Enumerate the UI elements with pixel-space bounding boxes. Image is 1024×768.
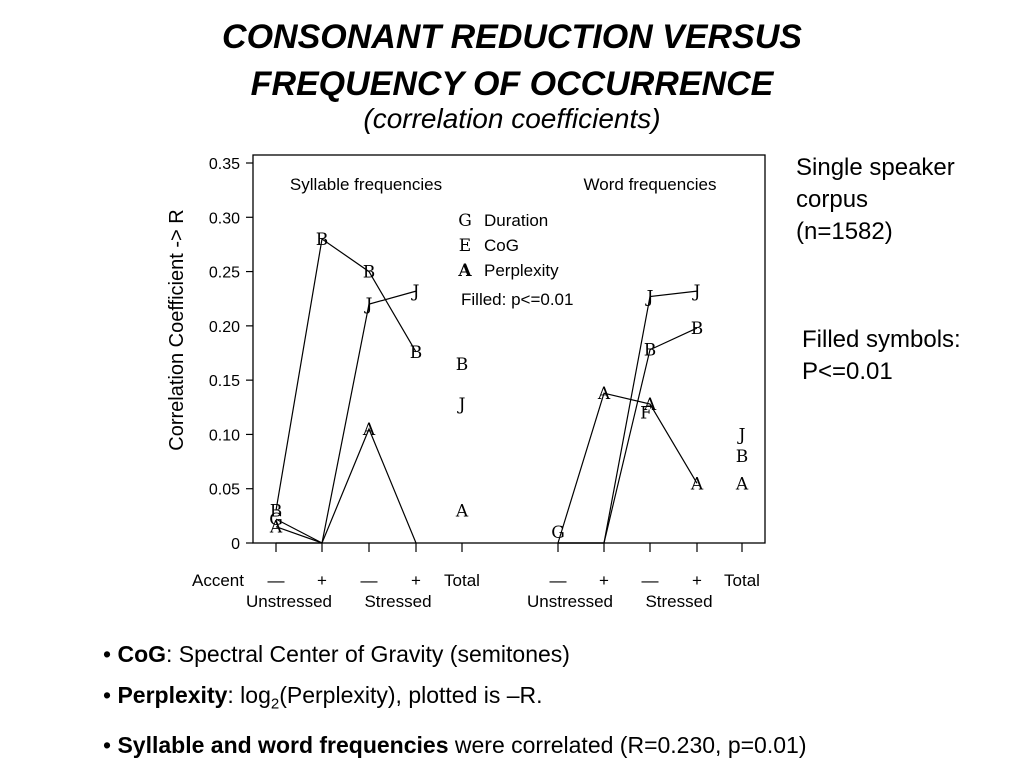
y-tick-label: 0.10 <box>209 427 240 444</box>
note-term: CoG <box>117 641 167 667</box>
legend: G Duration E CoG A Perplexity Filled: p<… <box>457 211 573 309</box>
corpus-note: Single speaker corpus (n=1582) <box>796 152 955 248</box>
title-line-1: CONSONANT REDUCTION VERSUS <box>222 18 802 56</box>
y-tick-label: 0.25 <box>209 265 240 282</box>
x-tick-label: — <box>268 571 285 590</box>
plot-frame <box>252 154 766 544</box>
total-word-J: J <box>737 425 746 445</box>
filled-note-line: P<=0.01 <box>802 358 893 385</box>
note-perplexity: • Perplexity: log2(Perplexity), plotted … <box>103 682 543 713</box>
series-word-J-marker: J <box>645 288 654 308</box>
series-syllable-J-marker: J <box>364 295 373 315</box>
note-subscript: 2 <box>270 695 280 713</box>
series-word-J-marker: J <box>692 282 701 302</box>
series-syllable-J-marker: J <box>411 282 420 302</box>
x-tick-label: + <box>411 571 421 590</box>
series-word-J-line <box>558 290 698 544</box>
series-word-A-line <box>557 392 698 544</box>
series-syllable-A-marker: A <box>362 420 376 440</box>
series-word-A-marker: A <box>690 474 704 494</box>
x-axis: — + — + Total — + — + Total <box>268 543 760 590</box>
y-tick-label: 0 <box>231 536 240 553</box>
series-word-A-marker: A <box>643 395 657 415</box>
note-term: Syllable and word frequencies <box>117 731 449 758</box>
series-syllable-B-line <box>275 237 417 511</box>
note-text: (Perplexity), plotted is –R. <box>279 682 543 708</box>
filled-symbols-note: Filled symbols: P<=0.01 <box>802 324 961 388</box>
x-tick-label: — <box>361 571 378 590</box>
x-tick-label: Total <box>724 571 760 590</box>
y-tick-label: 0.20 <box>209 319 240 336</box>
x-tick-label: — <box>642 571 659 590</box>
series-lines <box>275 237 698 544</box>
group-label: Stressed <box>364 592 431 611</box>
series-syllable-B-marker: B <box>270 501 283 521</box>
corpus-note-line: (n=1582) <box>796 218 893 245</box>
note-text: : log <box>227 682 271 708</box>
legend-note: Filled: p<=0.01 <box>461 290 573 309</box>
corpus-note-line: Single speaker <box>796 154 955 181</box>
y-tick-label: 0.35 <box>209 156 240 173</box>
series-syllable-G-marker: G <box>269 510 283 530</box>
group-label: Stressed <box>645 592 712 611</box>
notes-list: • CoG: Spectral Center of Gravity (semit… <box>103 634 806 766</box>
total-word-B: B <box>736 447 749 467</box>
note-text: : Spectral Center of Gravity (semitones) <box>166 641 570 667</box>
series-syllable-B-marker: B <box>363 263 376 283</box>
y-tick-label: 0.15 <box>209 373 240 390</box>
total-word-A: A <box>735 474 749 494</box>
series-F-marker: F <box>640 404 652 424</box>
series-word-B-marker: B <box>691 319 704 339</box>
group-label: Unstressed <box>246 592 332 611</box>
y-axis-label: Correlation Coefficient -> R <box>166 209 188 450</box>
total-syllable-B: B <box>456 355 469 375</box>
title-line-2: FREQUENCY OF OCCURRENCE <box>250 65 774 103</box>
total-syllable-J: J <box>457 395 466 415</box>
panel-label-word: Word frequencies <box>584 175 717 194</box>
group-label: Unstressed <box>527 592 613 611</box>
accent-label: Accent <box>192 571 244 590</box>
x-tick-label: + <box>599 571 609 590</box>
x-tick-label: — <box>550 571 567 590</box>
legend-symbol: A <box>457 261 472 281</box>
series-syllable-G-line <box>275 518 323 544</box>
series-syllable-A-marker: A <box>269 518 283 538</box>
corpus-note-line: corpus <box>796 186 869 213</box>
x-tick-label: + <box>317 571 327 590</box>
x-tick-label: + <box>692 571 702 590</box>
note-frequencies: • Syllable and word frequencies were cor… <box>103 731 807 758</box>
filled-note-line: Filled symbols: <box>802 326 961 353</box>
series-syllable-A-line <box>275 427 417 544</box>
legend-symbol: E <box>459 236 471 256</box>
legend-label: CoG <box>484 236 519 255</box>
series-syllable-B-marker: B <box>316 230 329 250</box>
y-axis: 0 0.05 0.10 0.15 0.20 0.25 0.30 0.35 <box>209 156 253 553</box>
note-cog: • CoG: Spectral Center of Gravity (semit… <box>103 641 570 667</box>
note-term: Perplexity <box>117 682 228 708</box>
series-word-B-line <box>558 327 698 544</box>
series-word-A-marker: A <box>597 384 611 404</box>
y-tick-label: 0.30 <box>209 210 240 227</box>
legend-symbol: G <box>458 211 472 231</box>
subtitle: (correlation coefficients) <box>363 103 661 134</box>
series-syllable-B-marker: B <box>410 343 423 363</box>
legend-label: Duration <box>484 211 548 230</box>
total-syllable-A: A <box>455 501 469 521</box>
legend-label: Perplexity <box>484 261 559 280</box>
x-tick-label: Total <box>444 571 480 590</box>
y-tick-label: 0.05 <box>209 482 240 499</box>
series-word-G-marker: G <box>551 523 565 543</box>
note-text: were correlated (R=0.230, p=0.01) <box>448 731 807 758</box>
series-word-B-marker: B <box>644 341 657 361</box>
panel-label-syllable: Syllable frequencies <box>290 175 442 194</box>
series-syllable-J-line <box>276 290 417 544</box>
